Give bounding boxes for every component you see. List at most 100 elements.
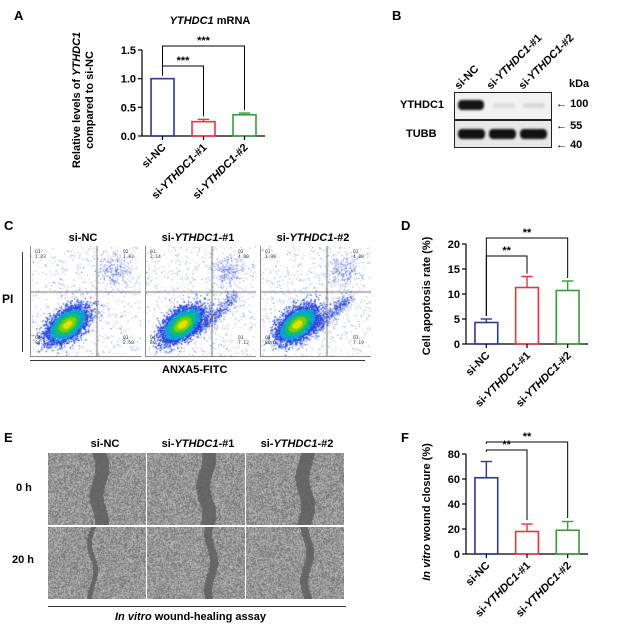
bar	[555, 289, 580, 345]
bar	[150, 77, 175, 137]
y-tick-label: 40	[448, 499, 460, 511]
quad-label: Q3 7.12	[238, 336, 249, 346]
kda-label: kDa	[569, 78, 590, 90]
blot-band	[493, 103, 515, 108]
blot-lane-label: si-NC	[452, 63, 482, 92]
quad-label: Q1 1.98	[265, 250, 276, 260]
blot-ythdc1-membrane	[454, 92, 552, 120]
svg-text:Cell apoptosis rate (%): Cell apoptosis rate (%)	[421, 236, 433, 355]
flow-plot-si1: Q1 2.14 Q2 4.00 Q3 7.12 Q4 86.3	[145, 246, 256, 357]
chart-a-ylabel-pre: Relative levels of	[71, 76, 83, 168]
quad-label: Q4 86.6	[265, 336, 276, 346]
bar	[555, 529, 580, 555]
flow-plot-si2: Q1 1.98 Q2 4.08 Q3 7.19 Q4 86.6	[260, 246, 371, 357]
chart-f-ylabel-italic: In vitro	[421, 544, 433, 581]
panel-letter-e: E	[4, 430, 13, 445]
y-tick-label: 0	[454, 549, 460, 561]
wound-image	[246, 453, 344, 525]
flow-scatter-canvas	[146, 246, 256, 356]
blot-band	[458, 129, 485, 139]
blot-band	[489, 129, 516, 139]
flow-x-axis-line	[30, 360, 365, 361]
wound-caption: In vitro wound-healing assay	[115, 611, 266, 623]
blot-marker: ← 55	[556, 120, 583, 132]
significance-bracket	[162, 65, 204, 117]
chart-a-ylabel-line2: compared to si-NC	[84, 51, 96, 149]
quad-label: Q3 7.19	[353, 336, 364, 346]
y-tick-label: 0	[454, 339, 460, 351]
bar	[232, 113, 257, 137]
blot-band	[523, 103, 545, 108]
flow-col-title: si-NC	[68, 232, 98, 244]
chart-a: YTHDC1 mRNA Relative levels of YTHDC1 co…	[71, 15, 265, 202]
bar	[514, 530, 540, 555]
svg-text:Relative levels of YTHDC1: Relative levels of YTHDC1	[71, 32, 83, 168]
quad-label: Q1 2.14	[150, 250, 161, 260]
significance-bracket	[485, 237, 569, 316]
panel-letter-c: C	[4, 218, 14, 233]
wound-row-title: 20 h	[12, 554, 35, 566]
y-tick-label: 0.0	[121, 131, 136, 143]
wound-col-title: si-YTHDC1-#1	[161, 438, 235, 450]
flow-scatter-canvas	[31, 246, 141, 356]
wound-row-title: 0 h	[16, 482, 32, 494]
panel-letter-a: A	[14, 8, 24, 23]
quad-label: Q3 2.50	[123, 336, 134, 346]
flow-ylabel: PI	[2, 292, 14, 306]
chart-f-ylabel: In vitro wound closure (%)	[421, 443, 433, 581]
y-tick-label: 60	[448, 474, 460, 486]
wound-caption-line	[48, 606, 346, 607]
significance-bracket	[162, 45, 245, 111]
significance-label: **	[523, 432, 532, 443]
chart-f-ylabel-rest: wound closure (%)	[421, 443, 433, 544]
significance-bracket	[485, 449, 528, 520]
y-tick-label: 20	[448, 524, 460, 536]
chart-f: In vitro wound closure (%) 0 20 40 60 80 si-N…	[421, 432, 588, 620]
bar	[191, 120, 216, 137]
wound-image	[48, 527, 146, 599]
y-tick-label: 10	[448, 289, 460, 301]
wound-image	[147, 453, 245, 525]
y-tick-label: 1.5	[121, 45, 136, 57]
chart-a-title-italic: YTHDC1	[170, 15, 214, 27]
flow-plot-nc: Q1 1.23 Q2 1.83 Q3 2.50 Q4 94.4	[30, 246, 141, 357]
y-tick-label: 1.0	[121, 74, 136, 86]
blot-row-label-ythdc1: YTHDC1	[400, 99, 445, 111]
chart-d-ylabel: Cell apoptosis rate (%)	[421, 236, 433, 355]
panel-letter-f: F	[401, 430, 409, 445]
bar	[474, 321, 499, 345]
chart-a-ylabel-italic: YTHDC1	[71, 32, 83, 76]
y-tick-label: 5	[454, 314, 460, 326]
quad-label: Q2 4.00	[238, 250, 249, 260]
blot-marker: ← 100	[556, 98, 589, 110]
y-tick-label: 0.5	[121, 102, 136, 114]
blot-row-label-tubb: TUBB	[406, 128, 437, 140]
chart-a-title: YTHDC1 mRNA	[170, 15, 251, 27]
chart-d: Cell apoptosis rate (%) 05101520si-NCsi-…	[421, 227, 588, 410]
y-tick-label: 20	[448, 239, 460, 251]
blot-tubb-membrane	[454, 120, 552, 148]
quad-label: Q4 86.3	[150, 336, 161, 346]
wound-col-title: si-NC	[90, 438, 120, 450]
blot-band	[458, 100, 484, 110]
quad-label: Q2 1.83	[123, 250, 134, 260]
wound-col-title: si-YTHDC1-#2	[260, 438, 334, 450]
quad-label: Q1 1.23	[35, 250, 46, 260]
quad-label: Q2 4.08	[353, 250, 364, 260]
bar	[474, 476, 499, 555]
significance-label: ***	[197, 35, 211, 47]
blot-lane-label: si-YTHDC1-#1	[484, 32, 545, 92]
y-tick-label: 80	[448, 449, 460, 461]
wound-image	[48, 453, 146, 525]
flow-xlabel: ANXA5-FITC	[162, 364, 228, 376]
quad-label: Q4 94.4	[35, 336, 46, 346]
x-tick-label: si-NC	[464, 350, 493, 379]
y-tick-label: 15	[448, 264, 460, 276]
flow-col-title: si-YTHDC1-#2	[276, 232, 350, 244]
blot-band	[520, 129, 547, 139]
flow-col-title: si-YTHDC1-#1	[161, 232, 235, 244]
significance-bracket	[485, 441, 569, 518]
significance-label: **	[502, 439, 511, 451]
bar	[514, 286, 540, 345]
significance-bracket	[485, 255, 528, 316]
